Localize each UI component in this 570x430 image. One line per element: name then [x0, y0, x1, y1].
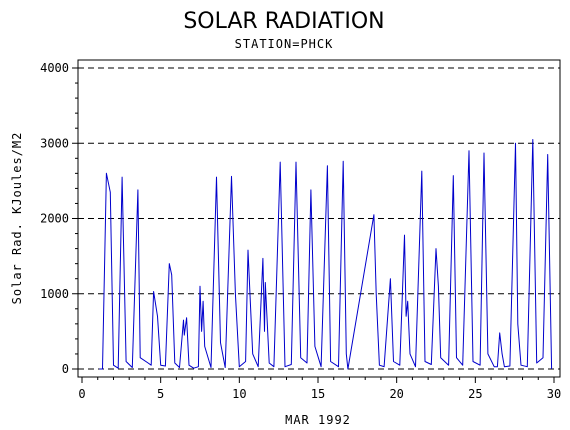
x-tick-label: 10	[232, 387, 246, 401]
y-tick-label: 3000	[40, 136, 69, 150]
x-tick-label: 5	[157, 387, 164, 401]
y-tick-label: 4000	[40, 61, 69, 75]
x-axis-label: MAR 1992	[285, 413, 351, 427]
chart-title: SOLAR RADIATION	[183, 9, 384, 34]
x-tick-label: 20	[389, 387, 403, 401]
x-tick-label: 30	[547, 387, 561, 401]
y-tick-label: 0	[62, 362, 69, 376]
chart-subtitle: STATION=PHCK	[235, 37, 334, 51]
x-tick-label: 15	[311, 387, 325, 401]
y-tick-label: 1000	[40, 287, 69, 301]
series-layer	[99, 139, 553, 370]
gridlines	[78, 67, 560, 370]
x-tick-label: 25	[468, 387, 482, 401]
series-line	[99, 139, 553, 370]
axis-ticks: 0 1000 2000 3000 4000 0 5 10 15 20 25 30	[40, 61, 561, 401]
x-tick-label: 0	[78, 387, 85, 401]
y-axis-label: Solar Rad. KJoules/M2	[10, 132, 24, 305]
y-tick-label: 2000	[40, 212, 69, 226]
